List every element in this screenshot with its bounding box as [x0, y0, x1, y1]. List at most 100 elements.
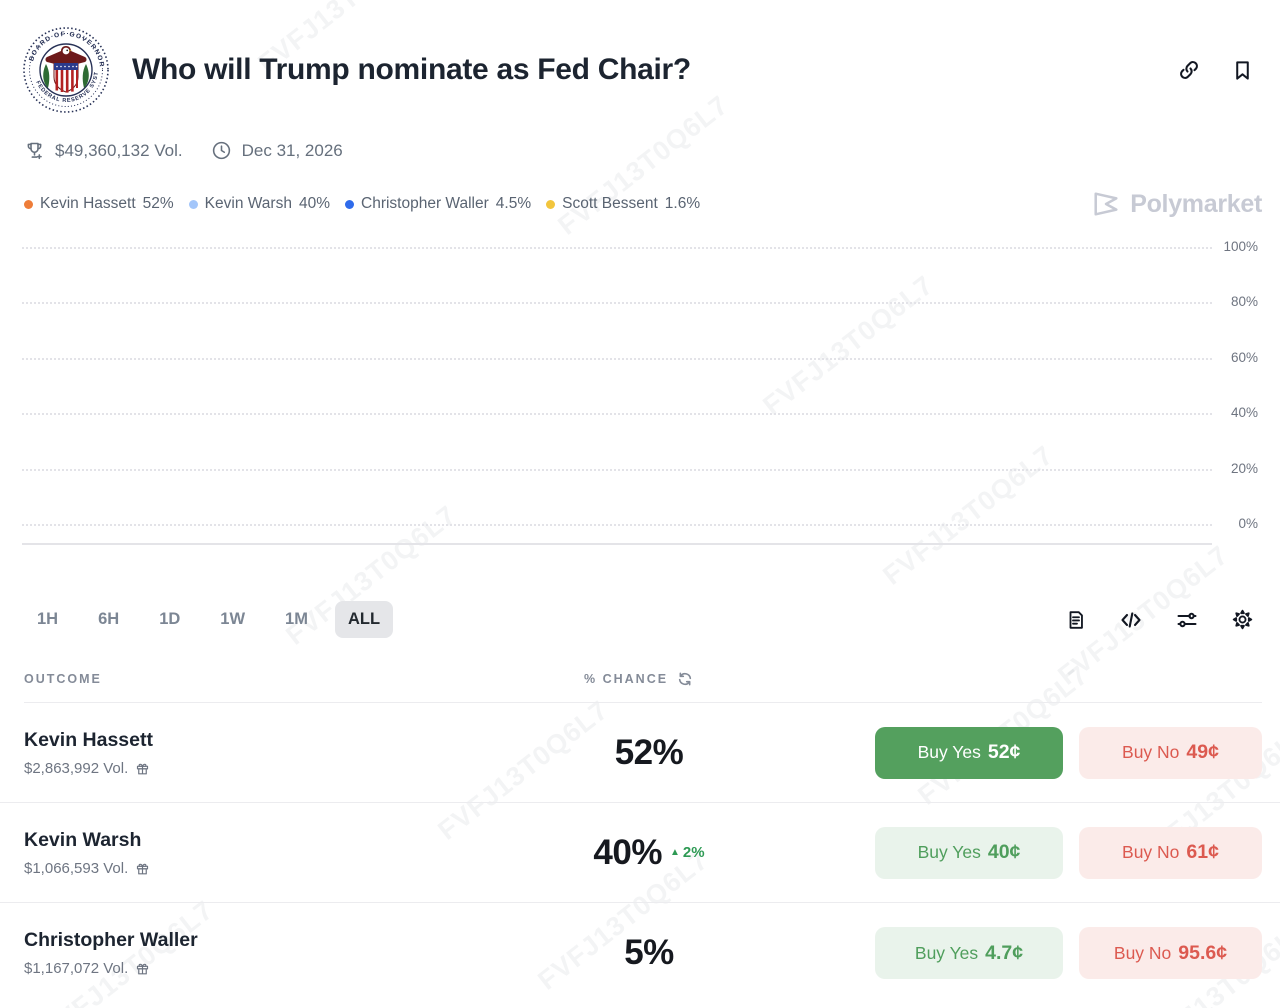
- outcome-name[interactable]: Kevin Hassett: [24, 728, 153, 751]
- legend-value: 4.5%: [495, 195, 532, 212]
- clock-icon: [211, 140, 232, 161]
- legend-value: 40%: [298, 195, 330, 212]
- ytick-80: 80%: [1230, 293, 1258, 309]
- buy-no-label: Buy No: [1122, 742, 1180, 762]
- buy-yes-label: Buy Yes: [917, 842, 981, 862]
- polymarket-logo-icon: [1091, 189, 1121, 219]
- outcome-chance: 40%: [593, 832, 662, 872]
- embed-button[interactable]: [1119, 608, 1143, 632]
- outcome-chance: 5%: [624, 933, 674, 972]
- outcome-row-warsh: Kevin Warsh $1,066,593 Vol. 40% ▲ 2%: [0, 803, 1280, 903]
- buy-yes-button-waller[interactable]: Buy Yes 4.7¢: [875, 927, 1063, 979]
- federal-reserve-seal-logo: BOARD OF GOVERNORS FEDERAL RESERVE SYSTE…: [22, 26, 110, 114]
- time-filter-group: 1H 6H 1D 1W 1M ALL: [24, 601, 394, 638]
- buy-yes-label: Buy Yes: [917, 742, 981, 762]
- up-arrow-icon: ▲: [669, 847, 680, 858]
- gear-icon: [1231, 608, 1254, 631]
- trophy-icon: [24, 140, 45, 161]
- legend-dot-waller: [345, 199, 354, 209]
- outcome-name[interactable]: Christopher Waller: [24, 929, 198, 951]
- refresh-button[interactable]: [677, 671, 693, 687]
- ytick-60: 60%: [1230, 349, 1258, 365]
- legend-item-hassett[interactable]: Kevin Hassett 52%: [24, 195, 174, 213]
- polymarket-wordmark: Polymarket: [1130, 189, 1262, 218]
- market-header: BOARD OF GOVERNORS FEDERAL RESERVE SYSTE…: [0, 0, 1280, 114]
- time-filter-1d[interactable]: 1D: [146, 601, 193, 638]
- legend-value: 52%: [142, 195, 174, 212]
- yes-price: 52¢: [987, 741, 1021, 763]
- time-filter-6h[interactable]: 6H: [85, 601, 132, 638]
- price-chart[interactable]: 100% 80% 60% 40% 20% 0%: [22, 238, 1258, 553]
- outcome-name[interactable]: Kevin Warsh: [24, 828, 142, 851]
- legend-item-waller[interactable]: Christopher Waller 4.5%: [345, 195, 531, 213]
- legend-item-warsh[interactable]: Kevin Warsh 40%: [188, 195, 330, 213]
- legend-label: Kevin Hassett: [40, 195, 136, 212]
- yes-price: 40¢: [987, 841, 1021, 863]
- buy-yes-button-hassett[interactable]: Buy Yes 52¢: [875, 726, 1063, 779]
- legend-label: Kevin Warsh: [204, 195, 292, 212]
- link-icon: [1177, 58, 1201, 82]
- chart-options-button[interactable]: [1175, 608, 1199, 632]
- ytick-100: 100%: [1223, 238, 1258, 254]
- document-icon: [1065, 609, 1087, 631]
- yes-price: 4.7¢: [985, 941, 1024, 964]
- legend-dot-bessent: [546, 199, 556, 209]
- gridline-0: [22, 524, 1212, 526]
- outcome-volume: $1,066,593 Vol.: [24, 859, 129, 877]
- gift-icon[interactable]: [135, 761, 150, 776]
- refresh-icon: [677, 671, 693, 687]
- delta-value: 2%: [682, 844, 705, 861]
- buy-no-button-warsh[interactable]: Buy No 61¢: [1079, 826, 1262, 879]
- legend-label: Christopher Waller: [361, 195, 489, 212]
- outcome-volume: $1,167,072 Vol.: [24, 960, 129, 977]
- chart-legend: Kevin Hassett 52% Kevin Warsh 40% Christ…: [24, 195, 700, 213]
- gridline-80: [22, 302, 1212, 304]
- x-axis-line: [22, 543, 1212, 545]
- gridline-20: [22, 469, 1212, 471]
- no-price: 49¢: [1186, 741, 1219, 763]
- outcome-volume: $2,863,992 Vol.: [24, 759, 129, 777]
- market-title: Who will Trump nominate as Fed Chair?: [132, 53, 691, 86]
- market-meta: $49,360,132 Vol. Dec 31, 2026: [24, 140, 1280, 161]
- gift-icon[interactable]: [135, 961, 150, 976]
- buy-no-label: Buy No: [1113, 942, 1172, 963]
- buy-yes-label: Buy Yes: [914, 942, 979, 963]
- ytick-0: 0%: [1238, 515, 1258, 531]
- chance-delta: ▲ 2%: [670, 844, 705, 861]
- time-filter-all[interactable]: ALL: [334, 601, 394, 638]
- legend-label: Scott Bessent: [562, 195, 658, 212]
- sliders-icon: [1175, 608, 1199, 632]
- copy-link-button[interactable]: [1177, 58, 1201, 82]
- gridline-40: [22, 413, 1212, 415]
- bookmark-icon: [1231, 59, 1254, 82]
- outcome-row-waller: Christopher Waller $1,167,072 Vol. 5% B: [0, 903, 1280, 1003]
- outcome-row-hassett: Kevin Hassett $2,863,992 Vol. 52% Buy Y: [0, 703, 1280, 803]
- legend-value: 1.6%: [664, 195, 701, 212]
- legend-dot-warsh: [188, 199, 198, 209]
- ytick-40: 40%: [1230, 404, 1258, 420]
- buy-no-button-waller[interactable]: Buy No 95.6¢: [1079, 927, 1262, 979]
- buy-no-label: Buy No: [1122, 842, 1180, 862]
- legend-dot-hassett: [24, 199, 33, 209]
- no-price: 95.6¢: [1178, 941, 1228, 964]
- outcome-table-header: OUTCOME % CHANCE: [24, 672, 1262, 703]
- outcome-chance: 52%: [614, 732, 684, 772]
- gift-icon[interactable]: [135, 861, 150, 876]
- outcome-column-header: OUTCOME: [24, 672, 102, 686]
- time-filter-1h[interactable]: 1H: [24, 601, 71, 638]
- time-filter-1w[interactable]: 1W: [207, 601, 258, 638]
- buy-yes-button-warsh[interactable]: Buy Yes 40¢: [875, 826, 1063, 879]
- end-date-text: Dec 31, 2026: [241, 140, 343, 160]
- gridline-100: [22, 247, 1212, 249]
- buy-no-button-hassett[interactable]: Buy No 49¢: [1079, 726, 1262, 779]
- code-icon: [1119, 608, 1143, 632]
- no-price: 61¢: [1186, 841, 1219, 863]
- chance-column-header: % CHANCE: [584, 672, 669, 686]
- volume-text: $49,360,132 Vol.: [55, 140, 183, 160]
- legend-item-bessent[interactable]: Scott Bessent 1.6%: [546, 195, 700, 213]
- news-button[interactable]: [1065, 609, 1087, 631]
- time-filter-1m[interactable]: 1M: [272, 601, 321, 638]
- settings-button[interactable]: [1231, 608, 1254, 631]
- bookmark-button[interactable]: [1231, 59, 1254, 82]
- gridline-60: [22, 358, 1212, 360]
